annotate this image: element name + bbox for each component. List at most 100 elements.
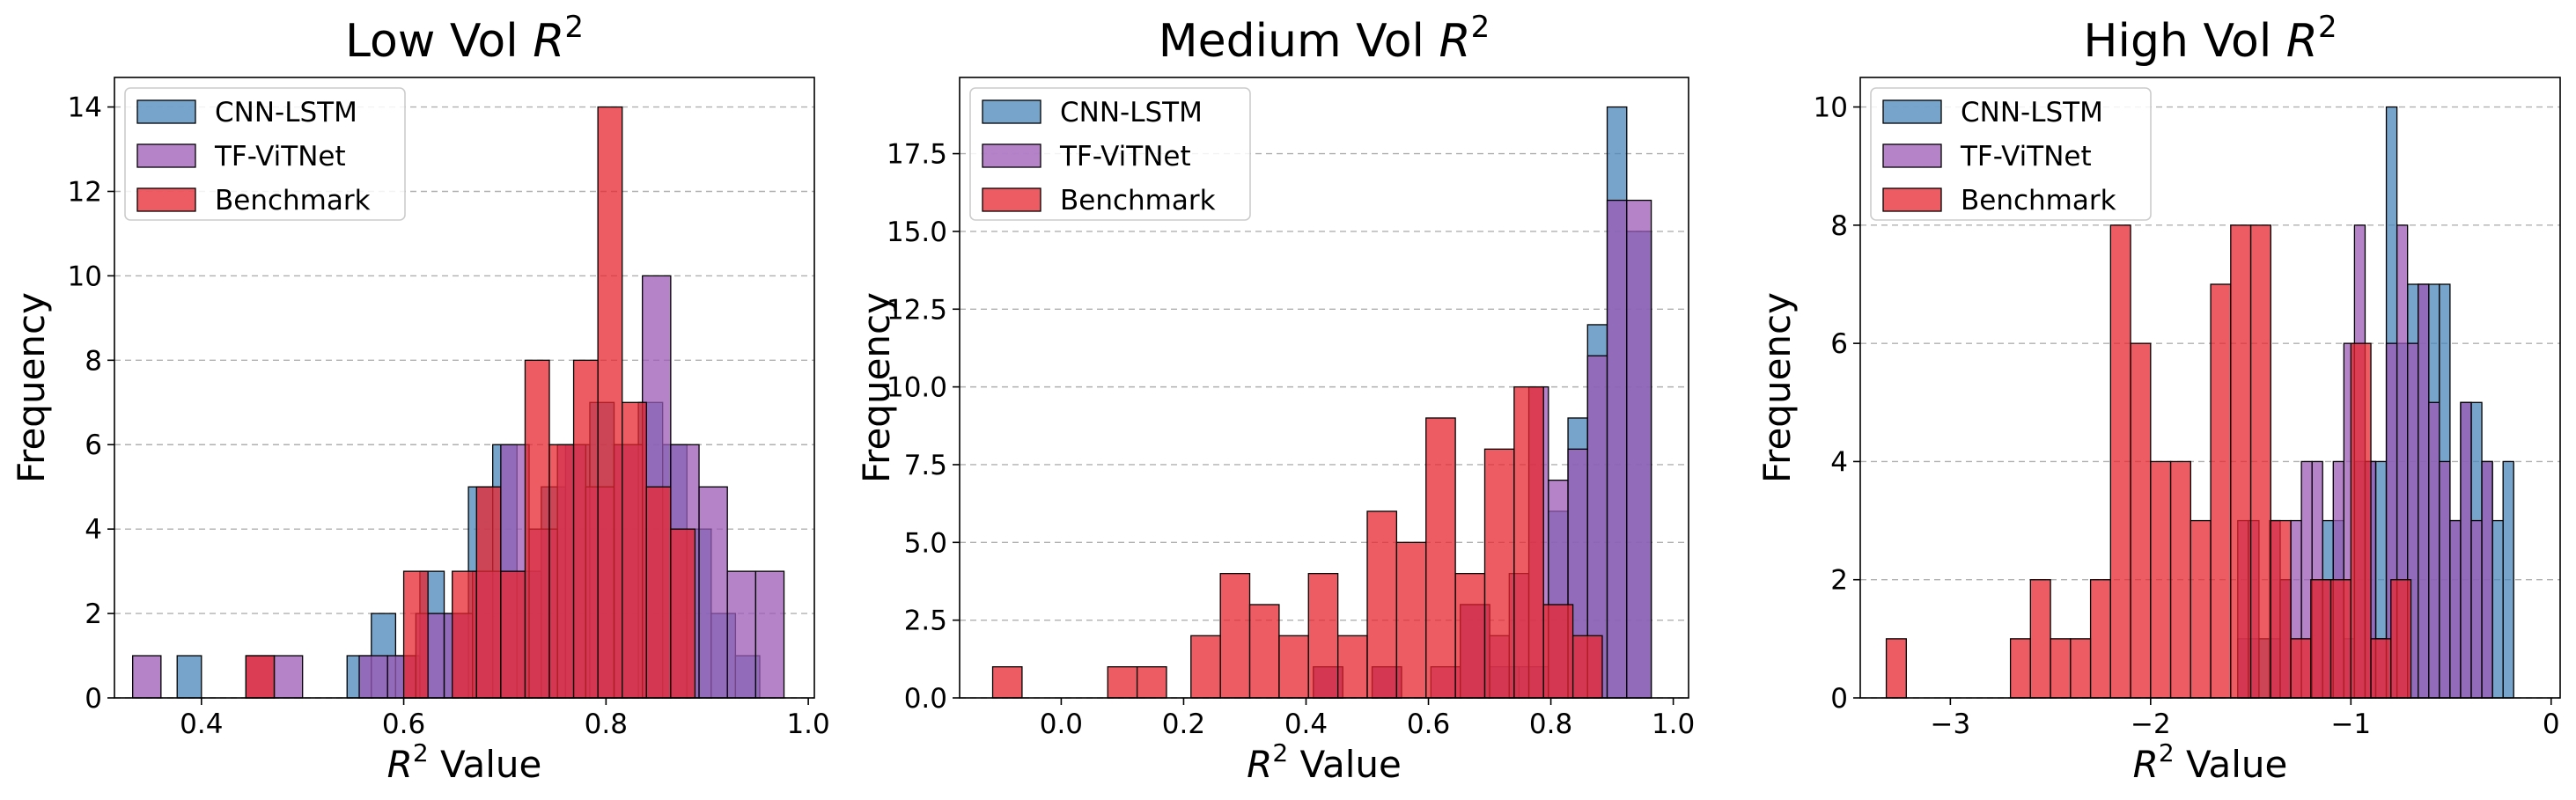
histogram-bar [1190,635,1221,699]
histogram-bar [1219,572,1251,699]
histogram-bar [622,401,647,699]
histogram-bar [2230,224,2252,699]
histogram-bar [2169,460,2191,699]
histogram-bar [991,666,1023,699]
histogram-bar [754,570,785,699]
axes-frame [114,77,815,699]
histogram-bar [358,655,388,699]
y-tick-label: 8 [85,345,102,377]
histogram-bar [1425,417,1456,699]
histogram-bar [572,359,599,699]
histogram-bar [2029,579,2051,699]
series-benchmark [245,106,696,699]
histogram-bar [1885,638,1907,699]
legend-swatch [1882,99,1942,124]
x-tick-label: −2 [2131,708,2171,740]
y-tick-label: 12.5 [887,294,947,326]
histogram-bar [2130,342,2152,699]
histogram-bar [2481,460,2493,699]
histogram-bar [475,486,502,699]
y-tick-label: 8 [1830,210,1848,242]
legend-label: Benchmark [1961,185,2116,217]
x-tick-label: 0.0 [1040,708,1083,740]
y-tick-label: 17.5 [887,139,947,171]
histogram-bar [2150,460,2172,699]
histogram-bar [645,486,672,699]
histogram-bar [452,570,477,699]
x-tick-label: 1.0 [1652,708,1695,740]
y-tick-label: 5.0 [904,527,947,559]
histogram-bar [1395,541,1427,699]
y-tick-label: 10.0 [887,372,947,404]
legend-label: TF-ViTNet [214,141,346,172]
x-axis-label: R2 Value [1247,738,1402,786]
histogram-bar [2460,401,2472,699]
histogram-bar [1336,635,1368,699]
legend-swatch [982,99,1041,124]
legend-swatch [1882,187,1942,212]
legend-label: Benchmark [1060,185,1216,217]
histogram-bar [524,359,550,699]
legend-swatch [982,187,1041,212]
histogram-bar [2390,579,2412,699]
histogram-bar [1454,572,1486,699]
subplot-2: 0.0 0.2 0.4 0.6 0.8 1.0 0.0 2.5 5.0 7.5 10.0 12.5 15… [855,10,1695,786]
chart-title: Low Vol R2 [345,10,584,68]
x-axis-label: R2 Value [2133,738,2288,786]
y-tick-label: 7.5 [904,450,947,481]
y-tick-label: 2 [85,598,102,630]
histogram-bar [176,655,202,699]
histogram-bar [1136,666,1167,699]
histogram-bar [2050,638,2072,699]
x-tick-label: 0.4 [180,708,223,740]
legend-swatch [136,99,196,124]
histogram-bar [2350,342,2372,699]
series-benchmark [1885,224,2412,699]
subplot-3: −3 −2 −1 0 0 2 4 6 8 10 High Vol R2 R2 Value Frequen… [1755,10,2561,786]
histogram-bar [402,570,429,699]
y-axis-label: Frequency [855,292,898,483]
histogram-bar [548,444,575,699]
y-tick-label: 0.0 [904,683,947,715]
histogram-bar [1278,635,1309,699]
histogram-bar [2009,638,2031,699]
x-tick-label: −3 [1931,708,1971,740]
series-benchmark [991,385,1603,699]
y-tick-label: 12 [68,176,102,208]
histogram-bar [2370,638,2392,699]
histogram-bar [2470,519,2483,699]
histogram-bar [1626,199,1652,699]
x-axis-label: R2 Value [387,738,542,786]
legend: CNN-LSTM TF-ViTNet Benchmark [969,87,1251,221]
legend-label: TF-ViTNet [1059,141,1191,172]
y-tick-label: 2.5 [904,606,947,637]
histogram-bar [1307,572,1339,699]
y-tick-label: 4 [1830,446,1848,478]
legend: CNN-LSTM TF-ViTNet Benchmark [124,87,406,221]
y-axis-label: Frequency [1755,292,1799,483]
y-tick-label: 6 [85,429,102,461]
legend-label: Benchmark [215,185,371,217]
histogram-bar [2190,519,2212,699]
chart-title: Medium Vol R2 [1159,10,1490,68]
x-tick-label: 0.6 [1407,708,1450,740]
histogram-bar [2270,519,2292,699]
legend-swatch [1882,143,1942,168]
histogram-bar [597,106,623,699]
histogram-bar [2418,283,2430,699]
histogram-bar [2310,579,2332,699]
histogram-bar [1366,510,1398,699]
legend-swatch [136,187,196,212]
histogram-bar [1606,199,1628,699]
x-tick-label: 0.8 [585,708,628,740]
histogram-bar [698,486,728,699]
histogram-bar [273,655,304,699]
histogram-bar [1571,635,1603,699]
y-tick-label: 15.0 [887,217,947,248]
histogram-bar [2109,224,2131,699]
x-tick-label: 0.4 [1284,708,1328,740]
histogram-bar [2428,401,2440,699]
legend-label: CNN-LSTM [1060,97,1203,128]
y-tick-label: 14 [68,92,102,124]
